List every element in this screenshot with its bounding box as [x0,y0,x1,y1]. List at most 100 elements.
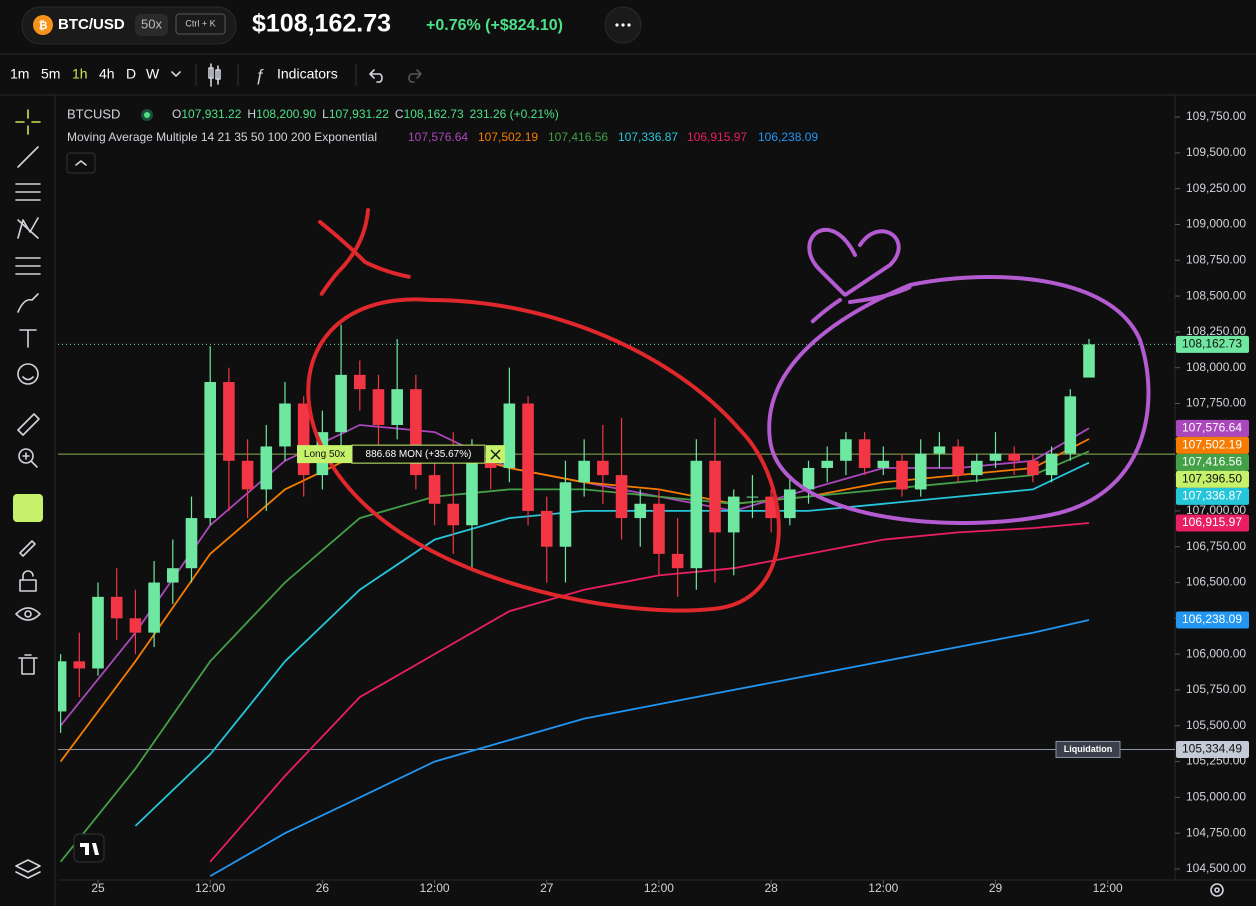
ohlc-value: 108,200.90 [256,107,316,121]
ohlc-value: 107,931.22 [329,107,389,121]
trend-line-tool[interactable] [17,146,39,168]
pattern-tool[interactable] [17,217,39,239]
candle-body [952,446,964,476]
y-tick-label: 109,250.00 [1186,181,1246,195]
position-side-box[interactable] [297,445,352,464]
x-tick-label: 29 [989,881,1003,895]
plot-area [58,324,1175,877]
layers-button[interactable] [15,859,41,879]
y-tick-label: 107,000.00 [1186,503,1246,517]
candle-body [110,596,123,619]
ohlc-change: 231.26 (+0.21%) [470,107,559,121]
chart-type-button[interactable] [208,63,221,87]
collapse-button[interactable] [66,152,96,174]
settings-button[interactable] [1210,883,1224,897]
lock-tool[interactable] [19,570,37,592]
emoji-tool[interactable] [17,363,39,385]
y-tick-label: 108,000.00 [1186,360,1246,374]
coin-glyph: ₿ [39,20,48,32]
close-icon [490,449,501,460]
interval-button[interactable]: 1m [10,66,29,82]
text-tool[interactable] [19,329,37,348]
y-tick-label: 106,500.00 [1186,575,1246,589]
indicators-button[interactable]: Indicators [277,66,338,82]
candle-body [821,460,834,468]
header: ₿ BTC/USD 50x Ctrl + K $108,162.73 +0.76… [21,6,642,45]
collapse-icon [75,160,87,166]
candle-body [447,503,460,526]
y-tick-label: 109,500.00 [1186,145,1246,159]
y-tick-label: 104,500.00 [1186,861,1246,875]
fib-tool[interactable] [15,257,41,275]
candle-body [484,460,497,468]
candle-body [1008,453,1020,461]
candle-body [260,446,273,490]
candle-body [971,460,983,476]
candle-body [653,503,665,554]
price-axis: 104,500.00104,750.00105,000.00105,250.00… [1175,109,1249,875]
ohlc-label: C [395,107,404,121]
undo-button[interactable] [369,69,383,83]
x-tick-label: 12:00 [1093,881,1123,895]
interval-button[interactable]: 1h [72,66,88,82]
y-tick-label: 107,750.00 [1186,396,1246,410]
x-tick-label: 12:00 [868,881,898,895]
brush-tool[interactable] [17,293,39,313]
candle-body [391,389,403,425]
candle-body [671,553,684,569]
candle-body [1064,396,1077,454]
candle-body [335,374,347,433]
visibility-tool[interactable] [15,607,41,621]
ruler-tool[interactable] [17,413,40,436]
indicator-name: Moving Average Multiple 14 21 35 50 100 … [67,130,377,144]
candle-body [989,453,1002,461]
candle-body [914,453,927,490]
drawing-tools [13,109,43,879]
candle-body [559,482,572,547]
y-tick-label: 104,750.00 [1186,825,1246,839]
ohlc-label: O [172,107,181,121]
interval-button[interactable]: D [126,66,136,82]
candle-body [727,496,740,533]
ohlc-value: 108,162.73 [404,107,464,121]
fx-icon: ƒ [255,65,264,84]
x-tick-label: 12:00 [195,881,225,895]
candle-body [802,467,815,490]
leverage: 50x [141,16,162,31]
indicator-value: 107,336.87 [618,130,678,144]
candle-body [297,403,310,476]
price-label-box [1176,453,1249,471]
shortcut: Ctrl + K [185,18,215,28]
interval-button[interactable]: W [146,66,160,82]
candle-body [92,596,104,669]
moving-average-line [209,522,1090,863]
price-label: 107,502.19 [1182,438,1242,452]
crosshair-tool[interactable] [15,109,41,135]
leverage-box [135,14,168,36]
candle-body [353,374,366,390]
y-tick-label: 108,500.00 [1186,288,1246,302]
interval-button[interactable]: 5m [41,66,60,82]
magnet-tool[interactable] [13,494,43,522]
indicator-value: 107,576.64 [408,130,468,144]
horizontal-line-tool[interactable] [15,183,41,201]
y-tick-label: 105,750.00 [1186,682,1246,696]
candle-body [522,403,534,511]
interval-menu[interactable] [171,71,181,77]
indicator-value: 106,915.97 [687,130,747,144]
annotations [306,208,1151,613]
lock-drawing-tool[interactable] [19,540,36,557]
price-label: 107,416.56 [1182,455,1242,469]
y-tick-label: 106,000.00 [1186,646,1246,660]
ohlc-label: L [322,107,329,121]
shortcut-box [175,13,226,35]
delete-tool[interactable] [18,654,38,675]
liquidation-label: Liquidation [1064,744,1113,754]
zoom-tool[interactable] [18,448,38,468]
interval-button[interactable]: 4h [99,66,115,82]
candle-body [765,496,777,519]
candle-body [896,460,908,490]
price-label: 108,162.73 [1182,337,1242,351]
